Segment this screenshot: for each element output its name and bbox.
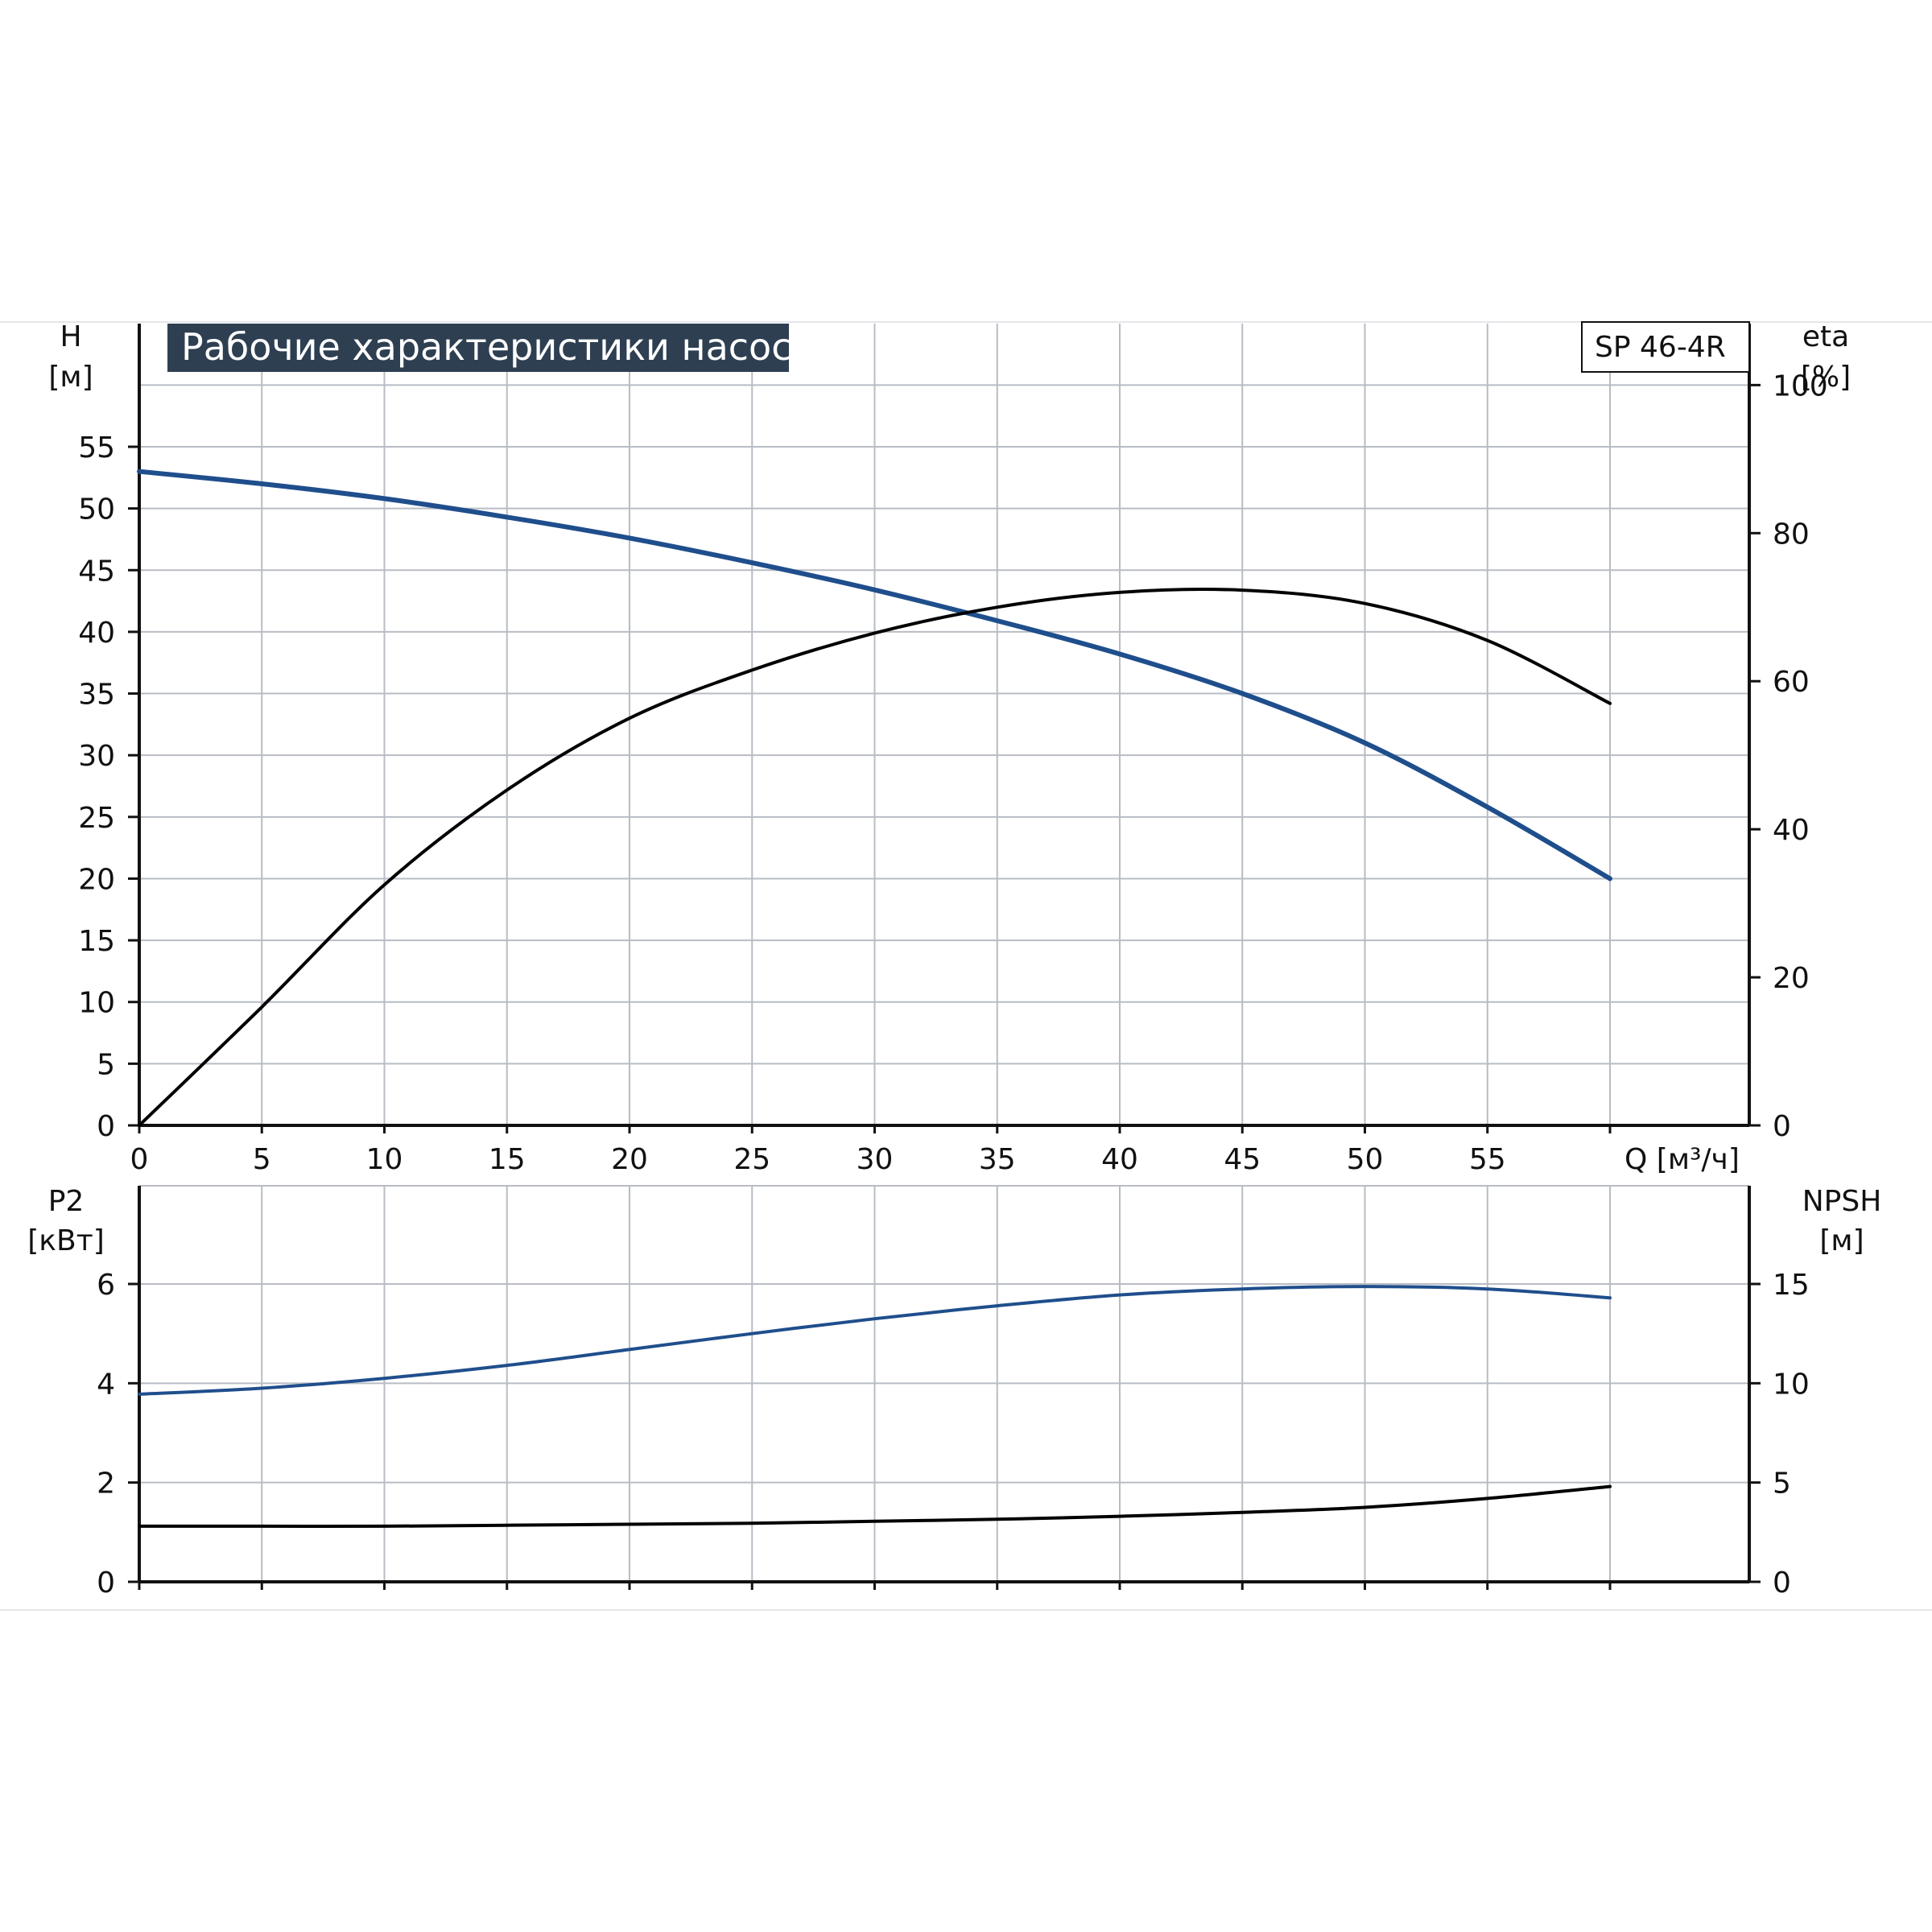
chart-title: Рабочие характеристики насоса xyxy=(181,325,815,369)
x-tick-label: 20 xyxy=(611,1143,648,1176)
left-tick-label: 4 xyxy=(97,1368,115,1401)
left-tick-label: 0 xyxy=(97,1567,115,1600)
right-tick-label: 10 xyxy=(1773,1368,1810,1401)
x-tick-label: 25 xyxy=(733,1143,770,1176)
eta-axis-unit: [%] xyxy=(1801,361,1851,394)
left-tick-label: 55 xyxy=(78,431,115,464)
right-tick-label: 80 xyxy=(1773,518,1810,551)
top-panel-series xyxy=(137,469,1612,1127)
q-axis-label: Q [м³/ч] xyxy=(1624,1143,1740,1176)
x-tick-label: 50 xyxy=(1347,1143,1384,1176)
left-tick-label: 6 xyxy=(97,1269,115,1302)
left-tick-label: 35 xyxy=(78,679,115,712)
eta-axis-label: eta xyxy=(1802,320,1849,353)
left-tick-label: 30 xyxy=(78,740,115,773)
right-tick-label: 5 xyxy=(1773,1468,1791,1501)
npsh-axis-label: NPSH xyxy=(1802,1185,1882,1218)
left-tick-label: 50 xyxy=(78,493,115,526)
bottom-panel-axes xyxy=(128,1186,1761,1590)
model-box-border xyxy=(1581,321,1750,373)
x-tick-label: 55 xyxy=(1469,1143,1506,1176)
left-tick-label: 20 xyxy=(78,863,115,896)
h-axis-label: H xyxy=(60,320,81,353)
bottom-panel-series xyxy=(138,1285,1612,1528)
model-label: SP 46-4R xyxy=(1595,331,1726,364)
top-panel-axes xyxy=(128,324,1761,1133)
right-tick-label: 20 xyxy=(1773,962,1810,995)
model-box: SP 46-4R xyxy=(1581,321,1750,373)
p2-axis-label: P2 xyxy=(48,1185,85,1218)
bottom-panel-grid xyxy=(139,1185,1749,1582)
p2-axis-unit: [кВт] xyxy=(27,1224,105,1257)
left-tick-label: 25 xyxy=(78,802,115,835)
left-tick-label: 0 xyxy=(97,1110,115,1143)
x-tick-label: 40 xyxy=(1101,1143,1138,1176)
left-tick-label: 45 xyxy=(78,555,115,588)
chart-title-background xyxy=(167,324,789,372)
left-tick-label: 10 xyxy=(78,987,115,1020)
bottom-series-0-line xyxy=(138,1285,1612,1396)
x-tick-label: 45 xyxy=(1224,1143,1261,1176)
right-tick-label: 40 xyxy=(1773,814,1810,847)
x-tick-label: 0 xyxy=(130,1143,149,1176)
right-tick-label: 0 xyxy=(1773,1110,1791,1143)
h-axis-unit: [м] xyxy=(48,361,93,394)
top-series-1-line xyxy=(138,588,1612,1127)
left-tick-label: 15 xyxy=(78,925,115,958)
left-tick-label: 2 xyxy=(97,1468,115,1501)
chart-title-box: Рабочие характеристики насоса xyxy=(167,324,815,372)
x-tick-label: 5 xyxy=(253,1143,271,1176)
right-tick-label: 100 xyxy=(1773,369,1828,402)
x-tick-label: 30 xyxy=(857,1143,894,1176)
right-tick-label: 60 xyxy=(1773,666,1810,699)
x-tick-label: 10 xyxy=(366,1143,403,1176)
x-tick-label: 15 xyxy=(489,1143,526,1176)
tick-labels: 0510152025303540455055020406080100024605… xyxy=(78,369,1828,1600)
right-tick-label: 15 xyxy=(1773,1269,1810,1302)
x-tick-label: 35 xyxy=(979,1143,1016,1176)
bottom-series-1-line xyxy=(138,1484,1612,1528)
top-series-0-line xyxy=(137,469,1612,881)
left-tick-label: 5 xyxy=(97,1048,115,1081)
left-tick-label: 40 xyxy=(78,617,115,650)
right-tick-label: 0 xyxy=(1773,1567,1791,1600)
npsh-axis-unit: [м] xyxy=(1819,1224,1864,1257)
top-panel-grid xyxy=(139,324,1749,1125)
